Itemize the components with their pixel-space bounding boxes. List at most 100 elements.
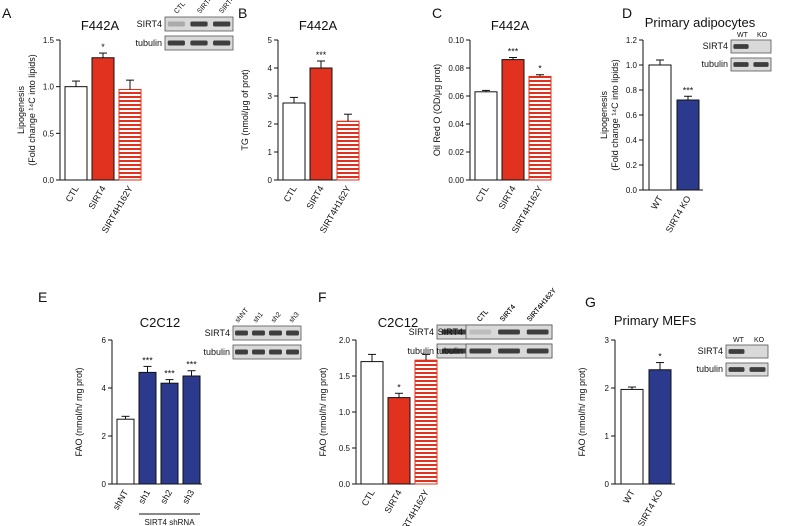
y-tick-label: 0.0 (43, 176, 55, 185)
y-tick-label: 3 (605, 336, 610, 345)
blot-strip (725, 362, 769, 377)
blot-band (469, 348, 492, 354)
y-axis-label: Lipogenesis (16, 85, 26, 134)
blot-lane-label: WT (737, 32, 749, 39)
y-axis-label: FAO (nmol/h/ mg prot) (318, 367, 328, 456)
y-axis-label: FAO (nmol/h/ mg prot) (577, 367, 587, 456)
blot-band (441, 329, 471, 335)
blot-band (190, 21, 208, 27)
y-tick-label: 2 (605, 384, 610, 393)
y-tick-label: 1 (268, 148, 273, 157)
bar-sirt4-ko (676, 99, 700, 191)
y-tick-label: 2 (268, 120, 273, 129)
chart-panel-f: F C2C12 0.0 0.5 1.0 1.5 2.0 FAO (nmol/h/ mg pro… (318, 289, 438, 526)
blot-strip (232, 344, 302, 360)
blot-row-label: tubulin (407, 346, 434, 356)
blot-band (749, 367, 766, 372)
significance-label: *** (186, 360, 197, 370)
blot-band (526, 348, 549, 354)
y-tick-label: 0 (102, 480, 107, 489)
bar-sirt4 (91, 57, 115, 181)
y-axis-label: FAO (nmol/h/ mg prot) (74, 367, 84, 456)
y-tick-label: 2 (102, 432, 107, 441)
y-tick-label: 0 (268, 176, 273, 185)
y-axis-label: Lipogenesis (599, 90, 609, 139)
bar-sirt4h162y (528, 75, 552, 181)
y-tick-label: 1 (605, 432, 610, 441)
bar-wt (648, 64, 672, 191)
blot-lane-label: KO (754, 337, 765, 344)
blot-row-label: tubulin (203, 347, 230, 357)
significance-label: * (397, 382, 401, 392)
bar-wt (620, 388, 644, 485)
y-tick-label: 0.5 (339, 444, 351, 453)
panel-label: F (318, 289, 327, 305)
blot-strip (730, 57, 772, 72)
x-tick-label: sh2 (158, 488, 174, 506)
x-tick-label: WT (649, 194, 665, 212)
bar-ctl (64, 86, 88, 181)
y-tick-label: 0.06 (448, 92, 464, 101)
group-label: SIRT4 shRNA (144, 518, 195, 526)
chart-title: F442A (299, 18, 338, 33)
x-tick-label: SIRT4 (496, 184, 517, 211)
blot-row-label: SIRT4 (205, 328, 230, 338)
chart-title: C2C12 (378, 315, 418, 330)
chart-panel-d: D Primary adipocytes 0.0 0.2 0.4 0.6 0.8 1.0 1.2… (599, 5, 756, 234)
blot-band (498, 329, 520, 335)
blot-band (728, 349, 745, 354)
blot-lane-label: SIRT4H162Y (526, 287, 558, 323)
significance-label: *** (142, 355, 153, 365)
panel-label: E (38, 289, 47, 305)
significance-label: *** (508, 47, 519, 57)
y-tick-label: 0.02 (448, 148, 464, 157)
y-tick-label: 6 (102, 336, 107, 345)
significance-label: * (538, 64, 542, 74)
blot-row-label: SIRT4 (703, 41, 728, 51)
blot-lane-label: WT (733, 337, 745, 344)
bar-sirt4 (387, 397, 411, 485)
blot-band (469, 329, 492, 335)
y-tick-label: 0.08 (448, 64, 464, 73)
y-tick-label: 0.00 (448, 176, 464, 185)
blot-band (286, 349, 299, 355)
bar-sirt4h162y (414, 359, 438, 485)
blot-band (733, 62, 749, 67)
bar-sh1 (138, 371, 157, 485)
bar-ctl (360, 361, 384, 485)
chart-title: Primary adipocytes (645, 15, 756, 30)
y-tick-label: 0.0 (339, 480, 351, 489)
y-tick-label: 0.04 (448, 120, 464, 129)
bar-shnt (116, 418, 135, 485)
panel-label: D (622, 5, 632, 21)
y-tick-label: 0.4 (626, 136, 638, 145)
y-tick-label: 1.0 (339, 408, 351, 417)
bar-sirt4-ko (648, 369, 672, 485)
x-tick-label: sh3 (180, 488, 196, 506)
blot-band (213, 21, 231, 27)
y-tick-label: 4 (268, 64, 273, 73)
blot-row-label: tubulin (701, 59, 728, 69)
bar-ctl (474, 91, 498, 181)
blot-lane-label: CTL (476, 309, 490, 324)
blot-row-label: SIRT4 (698, 346, 723, 356)
y-axis-label: TG (nmol/μg of prot) (240, 69, 250, 150)
y-tick-label: 1.0 (626, 61, 638, 70)
blot-band (190, 40, 208, 46)
blot-lane-label: shNT (234, 306, 251, 324)
blot-row-label: SIRT4 (409, 327, 434, 337)
chart-title: F442A (81, 18, 120, 33)
y-tick-label: 1.0 (43, 83, 55, 92)
x-tick-label: SIRT4 KO (636, 488, 665, 526)
y-tick-label: 1.2 (626, 36, 638, 45)
x-tick-label: CTL (64, 184, 81, 204)
y-tick-label: 0.2 (626, 161, 638, 170)
y-axis-label: (Fold change ¹⁴C into lipids) (610, 59, 620, 170)
blot-panel-e: shNT sh1 sh2 sh3 SIRT4 tubulin (203, 306, 302, 360)
blot-strip (232, 325, 302, 341)
y-tick-label: 1.5 (43, 36, 55, 45)
y-tick-label: 5 (268, 36, 273, 45)
significance-label: *** (164, 369, 175, 379)
significance-label: *** (683, 85, 694, 95)
